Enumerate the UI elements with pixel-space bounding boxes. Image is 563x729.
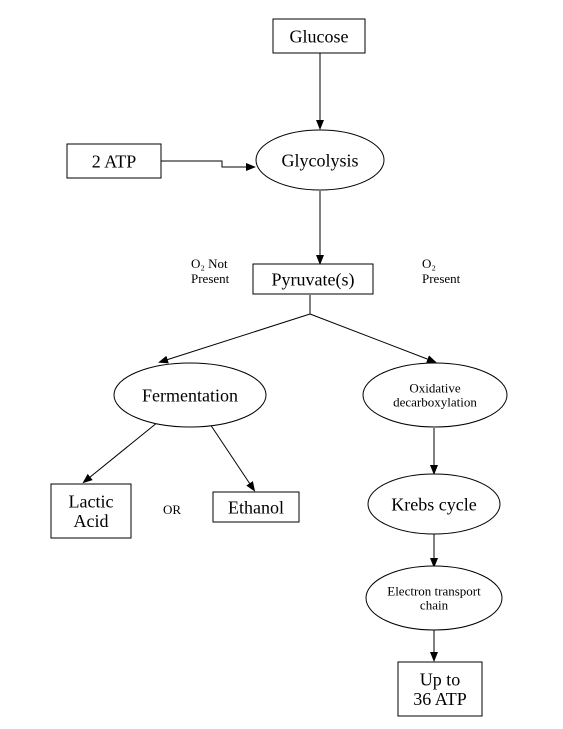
- node-pyruvate: Pyruvate(s): [253, 264, 373, 294]
- annotation-or: OR: [163, 502, 181, 517]
- ferm-to-lactic: [84, 422, 158, 482]
- node-atp36-label: Up to36 ATP: [413, 669, 467, 709]
- node-glucose-label: Glucose: [290, 26, 349, 46]
- atp-to-glycolysis: [161, 161, 254, 167]
- node-krebs-label: Krebs cycle: [391, 494, 476, 514]
- node-krebs: Krebs cycle: [368, 474, 500, 534]
- node-fermentation-label: Fermentation: [142, 385, 238, 405]
- node-glucose: Glucose: [273, 19, 365, 53]
- node-ethanol: Ethanol: [213, 492, 299, 522]
- node-fermentation: Fermentation: [114, 363, 266, 427]
- node-atp2-label: 2 ATP: [92, 151, 137, 171]
- node-ox_decarb: Oxidativedecarboxylation: [363, 363, 507, 427]
- node-etc: Electron transportchain: [366, 566, 502, 630]
- node-atp2: 2 ATP: [67, 144, 161, 178]
- annotation-o2_yes: O₂Present: [422, 256, 461, 286]
- node-ethanol-label: Ethanol: [228, 497, 284, 517]
- node-glycolysis: Glycolysis: [256, 130, 384, 190]
- node-pyruvate-label: Pyruvate(s): [272, 269, 355, 290]
- node-glycolysis-label: Glycolysis: [281, 150, 358, 170]
- pyruvate-fork-left: [160, 295, 310, 362]
- annotation-o2_not: O₂ NotPresent: [191, 256, 230, 286]
- node-lactic: LacticAcid: [51, 484, 131, 538]
- node-atp36: Up to36 ATP: [398, 662, 482, 716]
- pyruvate-fork-right: [310, 295, 435, 362]
- node-lactic-label: LacticAcid: [69, 491, 114, 531]
- ferm-to-ethanol: [210, 424, 254, 490]
- cellular-respiration-diagram: Glucose 2 ATP Glycolysis Pyruvate(s) Ferment…: [0, 0, 563, 729]
